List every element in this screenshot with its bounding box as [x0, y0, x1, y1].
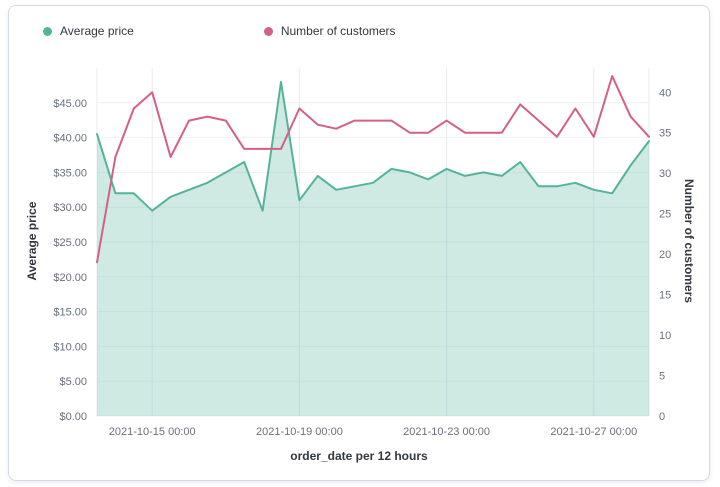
- right-axis-tick-label: 35: [659, 128, 671, 140]
- right-axis-tick-label: 30: [659, 168, 671, 180]
- right-axis-tick-label: 25: [659, 209, 671, 221]
- x-axis-title: order_date per 12 hours: [290, 449, 428, 463]
- left-axis-tick-label: $20.00: [53, 272, 87, 284]
- x-axis-tick-label: 2021-10-23 00:00: [403, 426, 490, 438]
- right-axis-tick-label: 5: [659, 371, 665, 383]
- x-axis-tick-label: 2021-10-27 00:00: [550, 426, 637, 438]
- left-axis-tick-label: $30.00: [53, 202, 87, 214]
- number-of-customers-line: [96, 75, 650, 264]
- left-axis-tick-label: $25.00: [53, 237, 87, 249]
- chart-plot-area[interactable]: $0.00 $5.00 $10.00 $15.00 $20.00 $25.00 $30.00…: [9, 56, 710, 446]
- left-axis-tick-label: $10.00: [53, 341, 87, 353]
- average-price-line: [96, 80, 650, 212]
- legend-dot-icon: [263, 26, 273, 36]
- x-axis-tick-label: 2021-10-15 00:00: [109, 426, 196, 438]
- left-axis-tick-label: $0.00: [59, 411, 87, 423]
- left-axis-tick-label: $15.00: [53, 307, 87, 319]
- legend-dot-icon: [43, 26, 52, 36]
- right-axis-tick-label: 20: [659, 249, 671, 261]
- right-axis-tick-label: 15: [659, 290, 671, 302]
- left-axis-tick-label: $35.00: [53, 167, 87, 179]
- legend-item-average-price[interactable]: Average price: [43, 24, 134, 38]
- left-axis-tick-label: $40.00: [53, 133, 87, 145]
- legend-label: Number of customers: [280, 24, 396, 38]
- chart-card: Average price Number of customers Averag…: [8, 5, 710, 481]
- right-axis-tick-label: 0: [659, 411, 665, 423]
- legend-item-number-of-customers[interactable]: Number of customers: [263, 24, 396, 38]
- chart-legend: Average price Number of customers: [43, 24, 396, 38]
- left-axis-tick-label: $5.00: [59, 376, 87, 388]
- right-axis-tick-label: 40: [659, 87, 671, 99]
- legend-label: Average price: [60, 24, 134, 38]
- x-axis-tick-label: 2021-10-19 00:00: [256, 426, 343, 438]
- left-axis-tick-label: $45.00: [53, 98, 87, 110]
- average-price-area: [97, 81, 649, 417]
- right-axis-tick-label: 10: [659, 330, 671, 342]
